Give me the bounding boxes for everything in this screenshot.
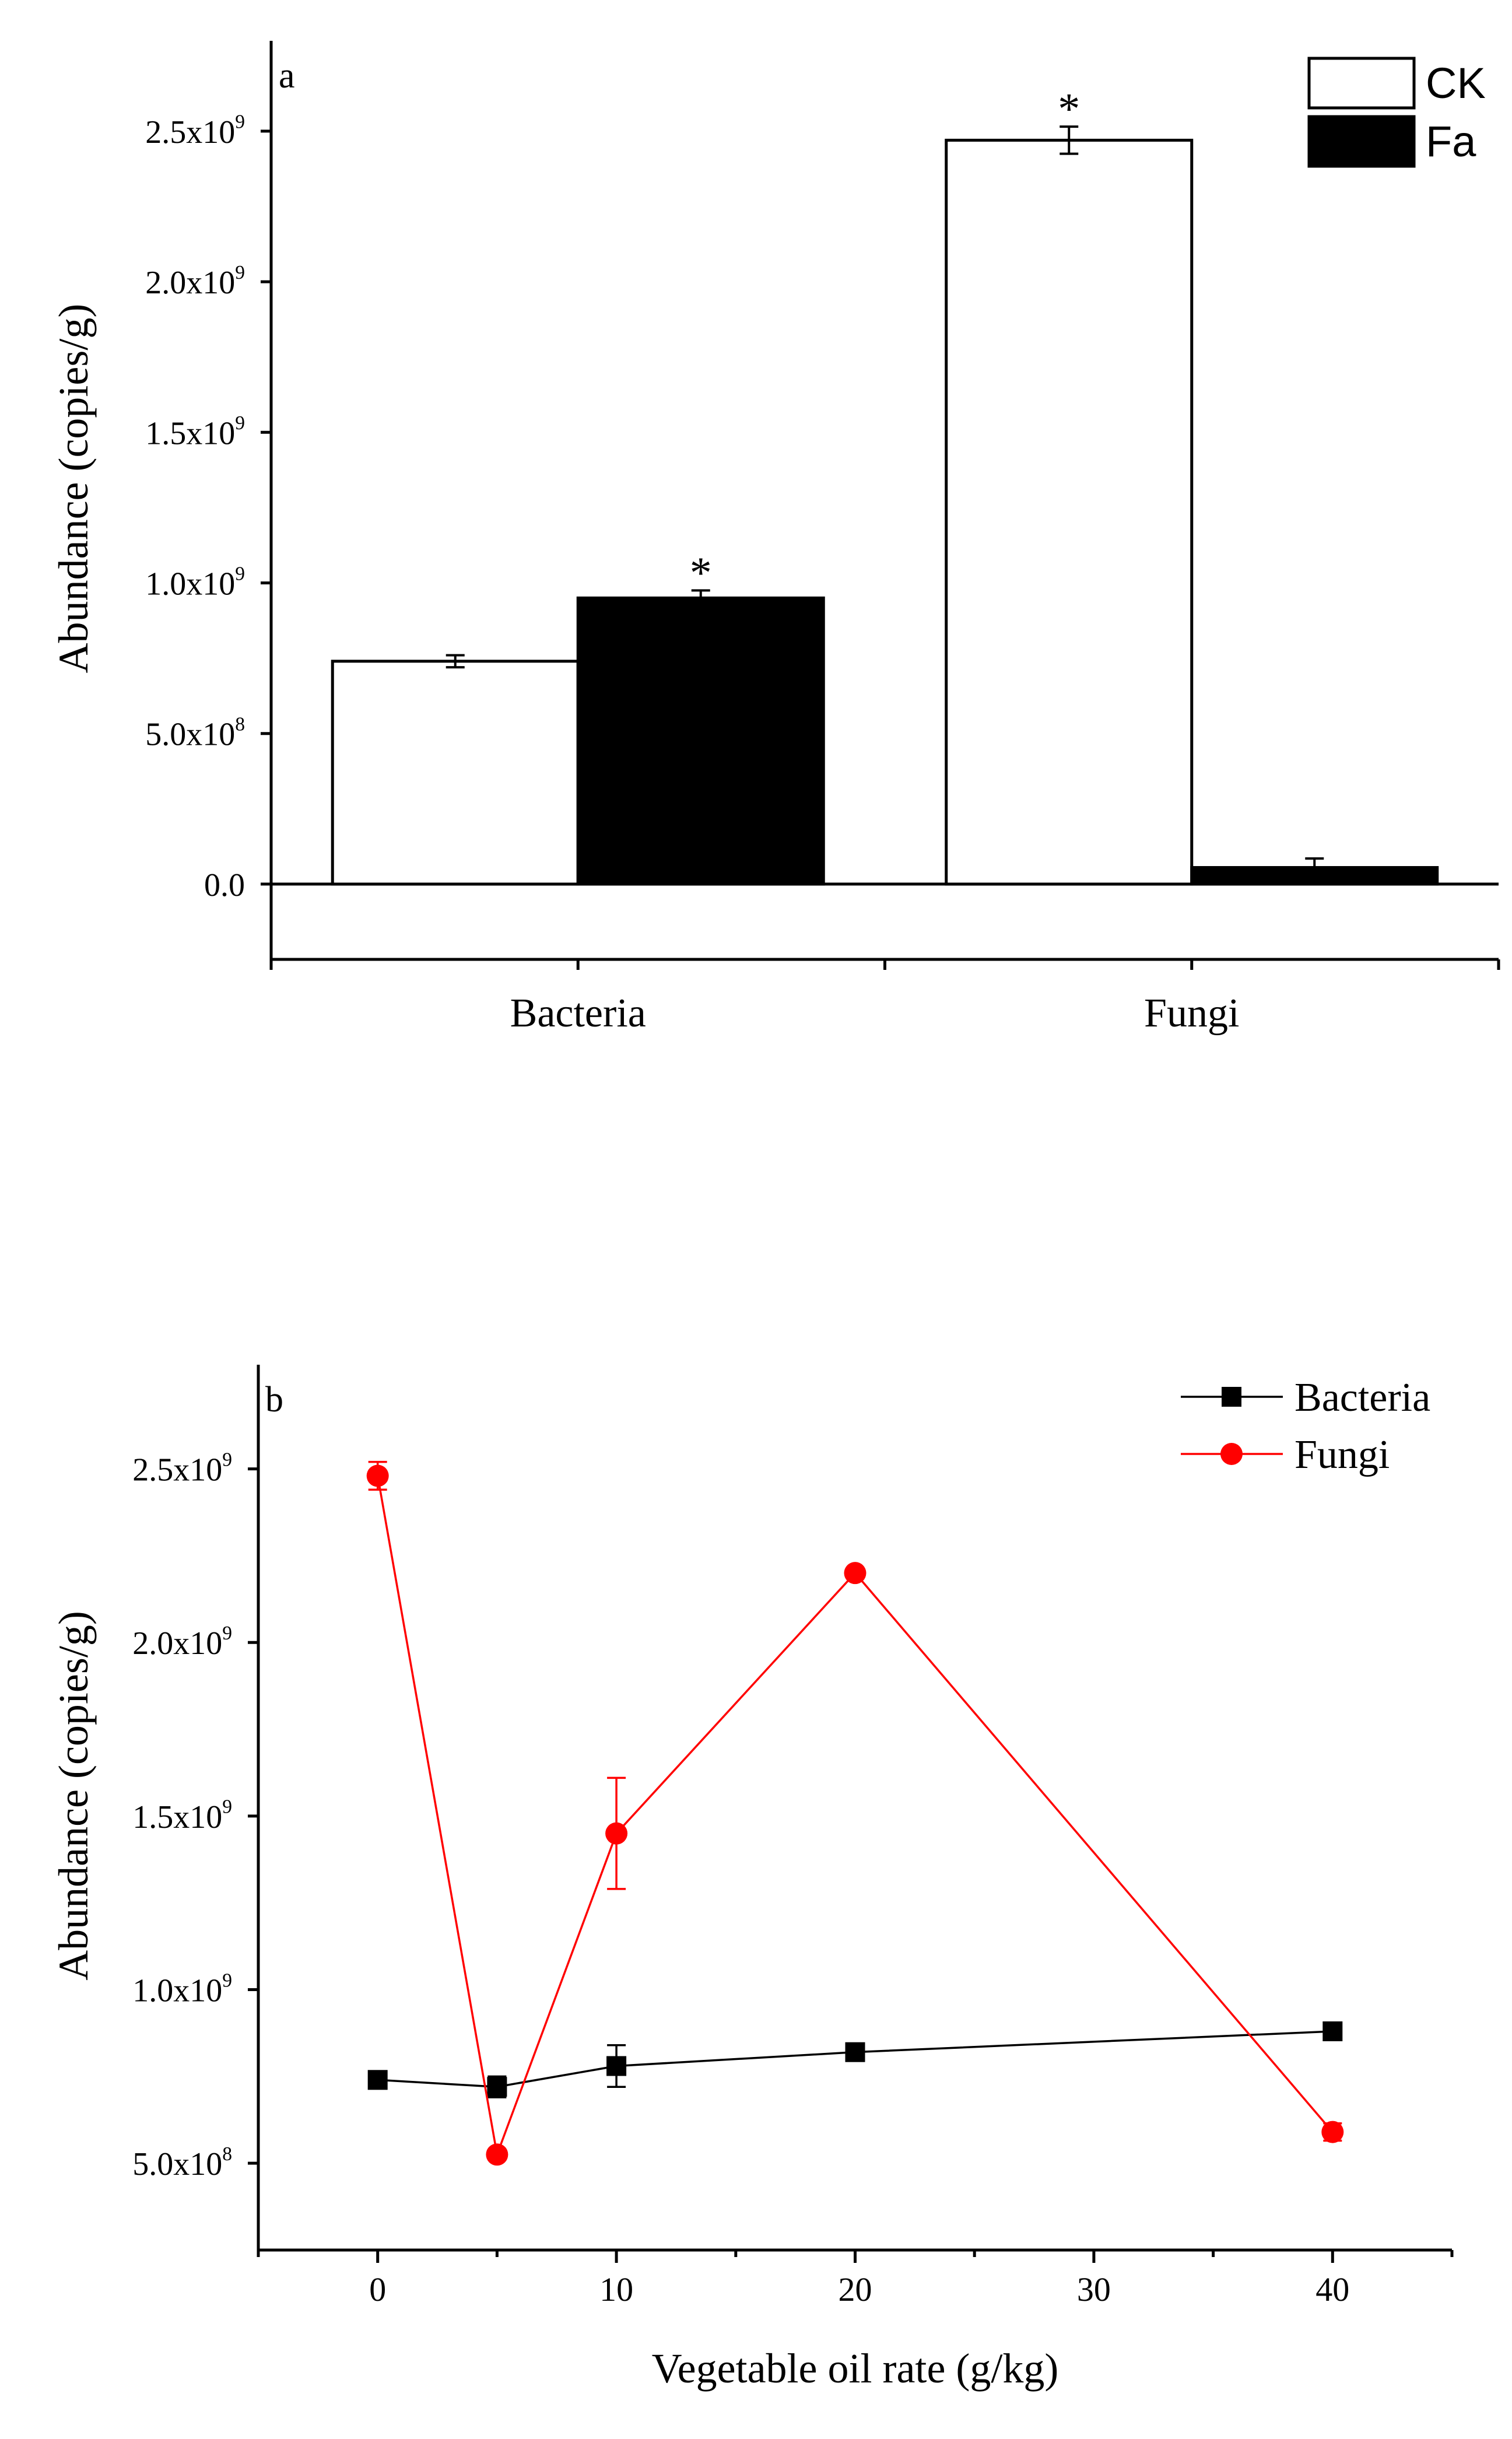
x-tick-label: 0 [369, 2270, 386, 2308]
y-tick-label: 0.0 [204, 867, 245, 903]
bar-CK-Bacteria [331, 660, 580, 886]
point-Fungi [1321, 2121, 1344, 2143]
y-tick-label: 1.0x109 [145, 563, 245, 602]
y-tick-label: 1.5x109 [132, 1796, 232, 1835]
point-Fungi [486, 2143, 508, 2166]
legend-swatch-Fa [1307, 115, 1416, 168]
y-tick-label: 2.5x109 [145, 111, 245, 150]
y-tick-label: 5.0x108 [132, 2143, 232, 2182]
legend-label: Bacteria [1295, 1375, 1430, 1420]
legend-label: Fungi [1295, 1432, 1390, 1477]
x-tick-label: 30 [1077, 2270, 1111, 2308]
panel-label: b [265, 1380, 283, 1420]
legend-label: Fa [1426, 117, 1476, 166]
legend-marker-Fungi [1220, 1443, 1243, 1465]
point-Bacteria [845, 2042, 865, 2062]
x-axis-title: Vegetable oil rate (g/kg) [652, 2345, 1059, 2392]
y-tick-label: 2.0x109 [132, 1623, 232, 1662]
legend-label: CK [1426, 59, 1486, 107]
bar-CK-Fungi [945, 138, 1194, 886]
x-tick-label: 40 [1315, 2270, 1349, 2308]
point-Fungi [844, 1562, 866, 1585]
y-tick-label: 2.5x109 [132, 1449, 232, 1488]
point-Bacteria [367, 2070, 388, 2090]
y-tick-label: 2.0x109 [145, 262, 245, 301]
point-Bacteria [487, 2077, 507, 2097]
significance-marker: * [1058, 85, 1080, 134]
point-Fungi [366, 1464, 389, 1487]
y-axis-title: Abundance (copies/g) [50, 1611, 97, 1981]
legend-swatch-CK [1307, 57, 1416, 110]
point-Bacteria [1322, 2021, 1343, 2041]
legend-marker-Bacteria [1222, 1387, 1241, 1407]
point-Bacteria [606, 2056, 627, 2076]
panel-label: a [279, 56, 295, 96]
y-tick-label: 1.5x109 [145, 412, 245, 451]
x-tick-label: 20 [839, 2270, 872, 2308]
y-axis-title: Abundance (copies/g) [50, 304, 97, 674]
chart-b: 5.0x108 1.0x109 1.5x109 2.0x109 2.5x109 0 10 20… [50, 1365, 1454, 2392]
x-tick-label: Fungi [1144, 991, 1239, 1036]
x-tick-label: 10 [599, 2270, 633, 2308]
y-tick-label: 5.0x108 [145, 714, 245, 753]
point-Fungi [605, 1822, 628, 1845]
chart-a: 0.0 5.0x108 1.0x109 1.5x109 2.0x109 2.5x109 Ba… [50, 41, 1500, 1036]
x-tick-label: Bacteria [510, 991, 646, 1036]
y-tick-label: 1.0x109 [132, 1970, 232, 2009]
significance-marker: * [690, 548, 712, 597]
bar-Fa-Bacteria [576, 596, 825, 886]
